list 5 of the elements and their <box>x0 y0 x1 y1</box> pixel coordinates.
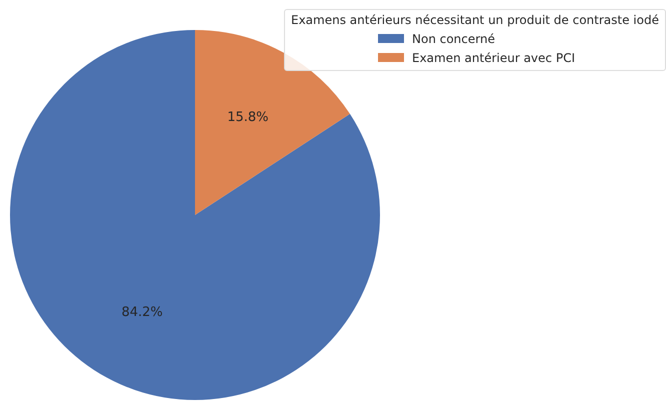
data-label: 15.8% <box>227 110 269 125</box>
legend-title: Examens antérieurs nécessitant un produit de contraste iodé <box>291 13 659 27</box>
legend-label: Examen antérieur avec PCI <box>412 50 575 64</box>
data-label: 84.2% <box>121 304 163 320</box>
legend-label: Non concerné <box>412 32 495 46</box>
